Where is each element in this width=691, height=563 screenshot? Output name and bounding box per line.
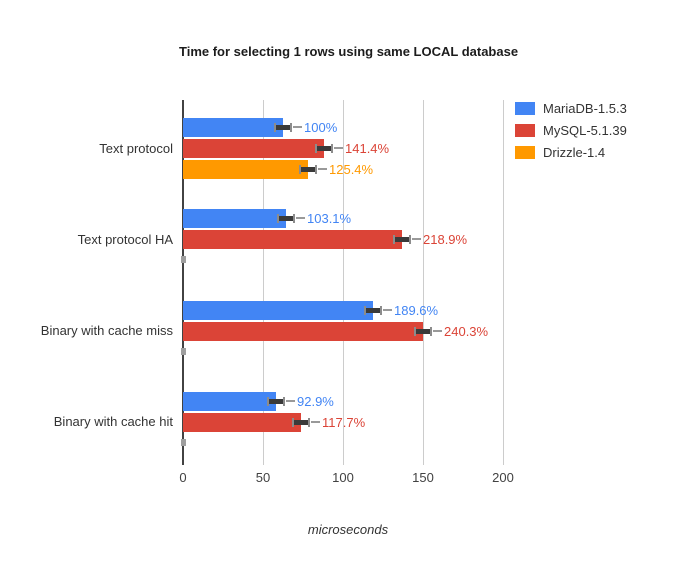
error-bar-cap bbox=[267, 397, 269, 406]
label-leader-line bbox=[293, 126, 302, 128]
error-bar-cap bbox=[315, 165, 317, 174]
value-label: 100% bbox=[304, 120, 338, 135]
category-label: Binary with cache miss bbox=[40, 323, 173, 338]
error-bar-body bbox=[279, 216, 293, 221]
legend-swatch bbox=[515, 124, 535, 137]
error-bar-cap bbox=[290, 123, 292, 132]
legend-item: MariaDB-1.5.3 bbox=[515, 101, 627, 116]
gridline bbox=[343, 100, 344, 465]
error-bar-body bbox=[416, 329, 430, 334]
error-bar-cap bbox=[380, 306, 382, 315]
label-leader-line bbox=[286, 400, 295, 402]
zero-value-error-mark bbox=[181, 348, 186, 355]
error-bar-cap bbox=[308, 418, 310, 427]
label-leader-line bbox=[318, 168, 327, 170]
x-tick-label: 0 bbox=[179, 470, 187, 485]
label-leader-line bbox=[334, 147, 343, 149]
value-label: 218.9% bbox=[423, 232, 468, 247]
label-leader-line bbox=[433, 330, 442, 332]
error-bar-body bbox=[395, 237, 409, 242]
legend-label: MariaDB-1.5.3 bbox=[543, 101, 627, 116]
x-tick-label: 50 bbox=[255, 470, 271, 485]
error-bar-cap bbox=[277, 214, 279, 223]
zero-value-error-mark bbox=[181, 256, 186, 263]
value-label: 103.1% bbox=[307, 211, 352, 226]
x-tick-label: 150 bbox=[412, 470, 434, 485]
label-leader-line bbox=[311, 421, 320, 423]
error-bar-cap bbox=[393, 235, 395, 244]
error-bar-body bbox=[276, 125, 290, 130]
x-axis-title: microseconds bbox=[307, 522, 389, 537]
bar-MariaDB-1.5.3 bbox=[183, 392, 276, 411]
value-label: 189.6% bbox=[394, 303, 439, 318]
error-bar bbox=[364, 306, 382, 315]
value-label: 117.7% bbox=[322, 415, 366, 430]
y-axis-line bbox=[182, 100, 184, 465]
error-bar-cap bbox=[315, 144, 317, 153]
bar-MariaDB-1.5.3 bbox=[183, 118, 283, 137]
label-leader-line bbox=[296, 217, 305, 219]
category-label: Text protocol bbox=[99, 141, 173, 156]
legend: MariaDB-1.5.3 MySQL-5.1.39 Drizzle-1.4 bbox=[515, 101, 627, 167]
error-bar bbox=[393, 235, 411, 244]
legend-swatch bbox=[515, 146, 535, 159]
plot-area: 100% 103.1% 189.6% 92.9% 141.4% 218.9% 240.3% 1… bbox=[181, 100, 513, 465]
error-bar bbox=[277, 214, 295, 223]
legend-item: Drizzle-1.4 bbox=[515, 145, 627, 160]
value-label: 240.3% bbox=[444, 324, 489, 339]
legend-item: MySQL-5.1.39 bbox=[515, 123, 627, 138]
gridline bbox=[503, 100, 504, 465]
value-label: 92.9% bbox=[297, 394, 334, 409]
error-bar-cap bbox=[409, 235, 411, 244]
bar-MySQL-5.1.39 bbox=[183, 139, 324, 158]
error-bar bbox=[267, 397, 285, 406]
legend-swatch bbox=[515, 102, 535, 115]
bar-Drizzle-1.4 bbox=[183, 160, 308, 179]
error-bar bbox=[299, 165, 317, 174]
category-label: Binary with cache hit bbox=[53, 414, 173, 429]
error-bar-cap bbox=[331, 144, 333, 153]
error-bar-cap bbox=[414, 327, 416, 336]
x-tick-label: 200 bbox=[492, 470, 514, 485]
value-label: 141.4% bbox=[345, 141, 390, 156]
gridline bbox=[263, 100, 264, 465]
error-bar-cap bbox=[292, 418, 294, 427]
legend-label: Drizzle-1.4 bbox=[543, 145, 606, 160]
bar-MariaDB-1.5.3 bbox=[183, 301, 373, 320]
error-bar bbox=[292, 418, 310, 427]
error-bar-cap bbox=[274, 123, 276, 132]
x-tick-label: 100 bbox=[332, 470, 354, 485]
error-bar-body bbox=[317, 146, 331, 151]
error-bar-body bbox=[269, 399, 283, 404]
label-leader-line bbox=[412, 238, 421, 240]
error-bar-cap bbox=[430, 327, 432, 336]
error-bar-cap bbox=[283, 397, 285, 406]
legend-label: MySQL-5.1.39 bbox=[543, 123, 627, 138]
error-bar bbox=[414, 327, 432, 336]
bar-MariaDB-1.5.3 bbox=[183, 209, 286, 228]
value-label: 125.4% bbox=[329, 162, 374, 177]
error-bar-body bbox=[294, 420, 308, 425]
error-bar-body bbox=[301, 167, 315, 172]
category-label: Text protocol HA bbox=[77, 232, 173, 247]
label-leader-line bbox=[383, 309, 392, 311]
bar-MySQL-5.1.39 bbox=[183, 413, 301, 432]
gridline bbox=[423, 100, 424, 465]
bar-MySQL-5.1.39 bbox=[183, 230, 402, 249]
zero-value-error-mark bbox=[181, 439, 186, 446]
error-bar-cap bbox=[364, 306, 366, 315]
error-bar-cap bbox=[293, 214, 295, 223]
error-bar-cap bbox=[299, 165, 301, 174]
bar-MySQL-5.1.39 bbox=[183, 322, 423, 341]
error-bar bbox=[315, 144, 333, 153]
error-bar bbox=[274, 123, 292, 132]
chart-title: Time for selecting 1 rows using same LOC… bbox=[179, 44, 519, 59]
error-bar-body bbox=[366, 308, 380, 313]
